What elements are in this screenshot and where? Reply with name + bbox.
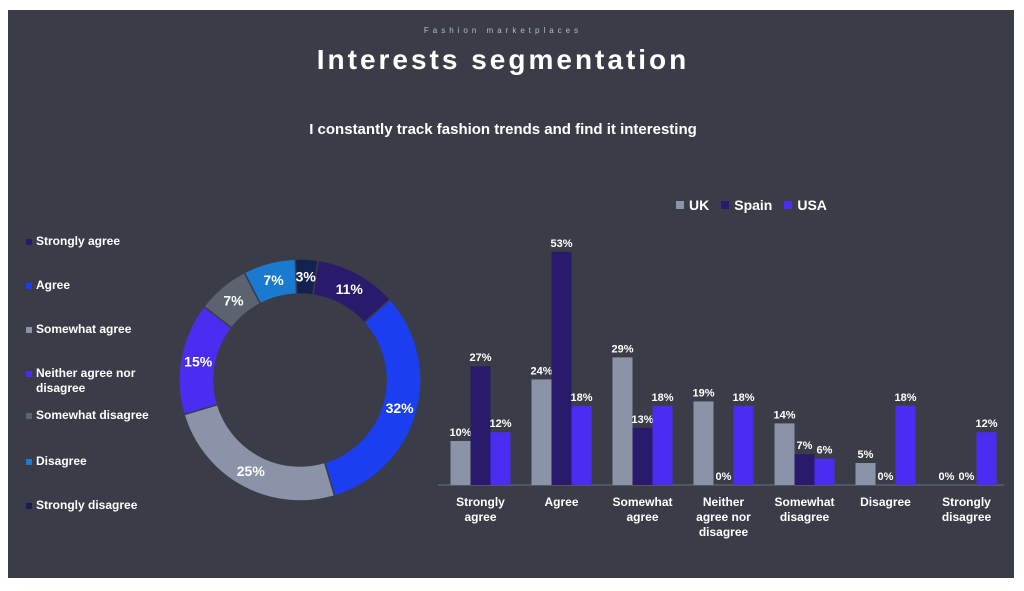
bar-value-label: 18%	[732, 392, 754, 404]
bar-value-label: 5%	[858, 449, 874, 461]
legend-label: Somewhat agree	[36, 322, 132, 336]
legend-swatch	[676, 201, 684, 209]
legend-label: USA	[797, 197, 827, 213]
bar	[895, 405, 916, 485]
donut-slice-label: 3%	[296, 269, 317, 285]
bar-value-label: 6%	[817, 445, 833, 457]
legend-label: Spain	[734, 197, 773, 213]
question-text: I constantly track fashion trends and fi…	[309, 121, 697, 138]
bar	[814, 458, 835, 485]
donut-slice-label: 11%	[336, 281, 364, 297]
legend-swatch	[26, 327, 32, 333]
legend-swatch	[784, 201, 793, 209]
bar-value-label: 29%	[611, 343, 633, 355]
bar-value-label: 53%	[550, 238, 572, 250]
bar	[450, 441, 471, 485]
donut-slice-label: 25%	[237, 463, 266, 479]
donut-legend-item: Strongly agree	[26, 234, 166, 249]
bar-value-label: 12%	[489, 418, 511, 430]
bar	[490, 432, 511, 485]
donut-slice	[183, 403, 336, 502]
bar-value-label: 13%	[631, 414, 653, 426]
donut-slice-label: 32%	[386, 400, 415, 416]
donut-chart: 11% 32% 25% 15% 7% 7% 3%	[178, 258, 422, 502]
legend-swatch	[26, 459, 32, 465]
bar-value-label: 24%	[530, 365, 552, 377]
bar	[855, 463, 876, 485]
bar	[693, 401, 714, 485]
donut-legend-item: Neither agree nor disagree	[26, 366, 166, 396]
bar-value-label: 0%	[878, 471, 894, 483]
legend-swatch	[721, 201, 730, 209]
bar-value-label: 0%	[959, 471, 975, 483]
legend-label: Neither agree nor disagree	[36, 366, 136, 395]
bar-value-label: 18%	[651, 392, 673, 404]
x-tick-label: Agree	[544, 495, 578, 509]
page-title: Interests segmentation	[316, 44, 690, 75]
bar-chart: 10% 27% 12% Strongly agree 24% 53% 18% Agree 29% 1…	[438, 238, 1004, 539]
bar-legend-item: UK	[676, 197, 709, 213]
bar	[774, 423, 795, 485]
legend-label: Strongly disagree	[36, 498, 138, 512]
bar-value-label: 18%	[894, 392, 916, 404]
legend-swatch	[26, 413, 32, 419]
bar-value-label: 19%	[692, 387, 714, 399]
bar	[652, 405, 673, 485]
legend-label: UK	[689, 197, 710, 213]
bar-value-label: 7%	[797, 440, 813, 452]
bar-value-label: 18%	[570, 392, 592, 404]
legend-swatch	[26, 239, 32, 245]
bar-value-label: 0%	[716, 471, 732, 483]
legend-label: Somewhat disagree	[36, 408, 149, 422]
kicker-text: Fashion marketplaces	[423, 26, 583, 35]
bar	[551, 251, 572, 485]
legend-swatch	[26, 371, 32, 377]
x-tick-label: Strongly disagree	[942, 495, 992, 524]
bar-value-label: 10%	[449, 427, 471, 439]
donut-slice-label: 15%	[184, 353, 213, 369]
chart-panel	[8, 10, 1014, 578]
bar-value-label: 0%	[939, 471, 955, 483]
legend-label: Agree	[36, 278, 71, 292]
bar-value-label: 14%	[773, 409, 795, 421]
donut-legend-item: Strongly disagree	[26, 498, 166, 513]
bar-value-label: 27%	[469, 352, 491, 364]
legend-swatch	[26, 283, 32, 289]
bar	[470, 366, 491, 485]
x-tick-label: Disagree	[860, 495, 911, 509]
bar	[632, 427, 653, 485]
donut-legend-item: Agree	[26, 278, 166, 293]
donut-legend-item: Somewhat agree	[26, 322, 166, 337]
bar	[794, 454, 815, 485]
bar	[733, 405, 754, 485]
bar	[612, 357, 633, 485]
bar	[976, 432, 997, 485]
donut-slice	[294, 258, 319, 296]
donut-legend-item: Somewhat disagree	[26, 408, 166, 423]
bar-legend: UK Spain USA	[676, 197, 827, 213]
legend-label: Strongly agree	[36, 234, 121, 248]
bar	[531, 379, 552, 485]
bar-legend-item: USA	[784, 197, 827, 213]
bar-legend-item: Spain	[721, 197, 772, 213]
donut-legend-item: Disagree	[26, 454, 166, 469]
x-tick-label: Somewhat disagree	[774, 495, 834, 524]
x-tick-label: Strongly agree	[456, 495, 505, 524]
bar	[571, 405, 592, 485]
donut-slice-label: 7%	[223, 293, 244, 309]
legend-label: Disagree	[36, 454, 87, 468]
donut-slice	[323, 298, 422, 497]
x-tick-label: Somewhat agree	[612, 495, 672, 524]
bar-value-label: 12%	[975, 418, 997, 430]
donut-slice-label: 7%	[263, 272, 284, 288]
legend-swatch	[26, 503, 32, 509]
x-tick-label: Neither agree nor disagree	[696, 495, 751, 539]
